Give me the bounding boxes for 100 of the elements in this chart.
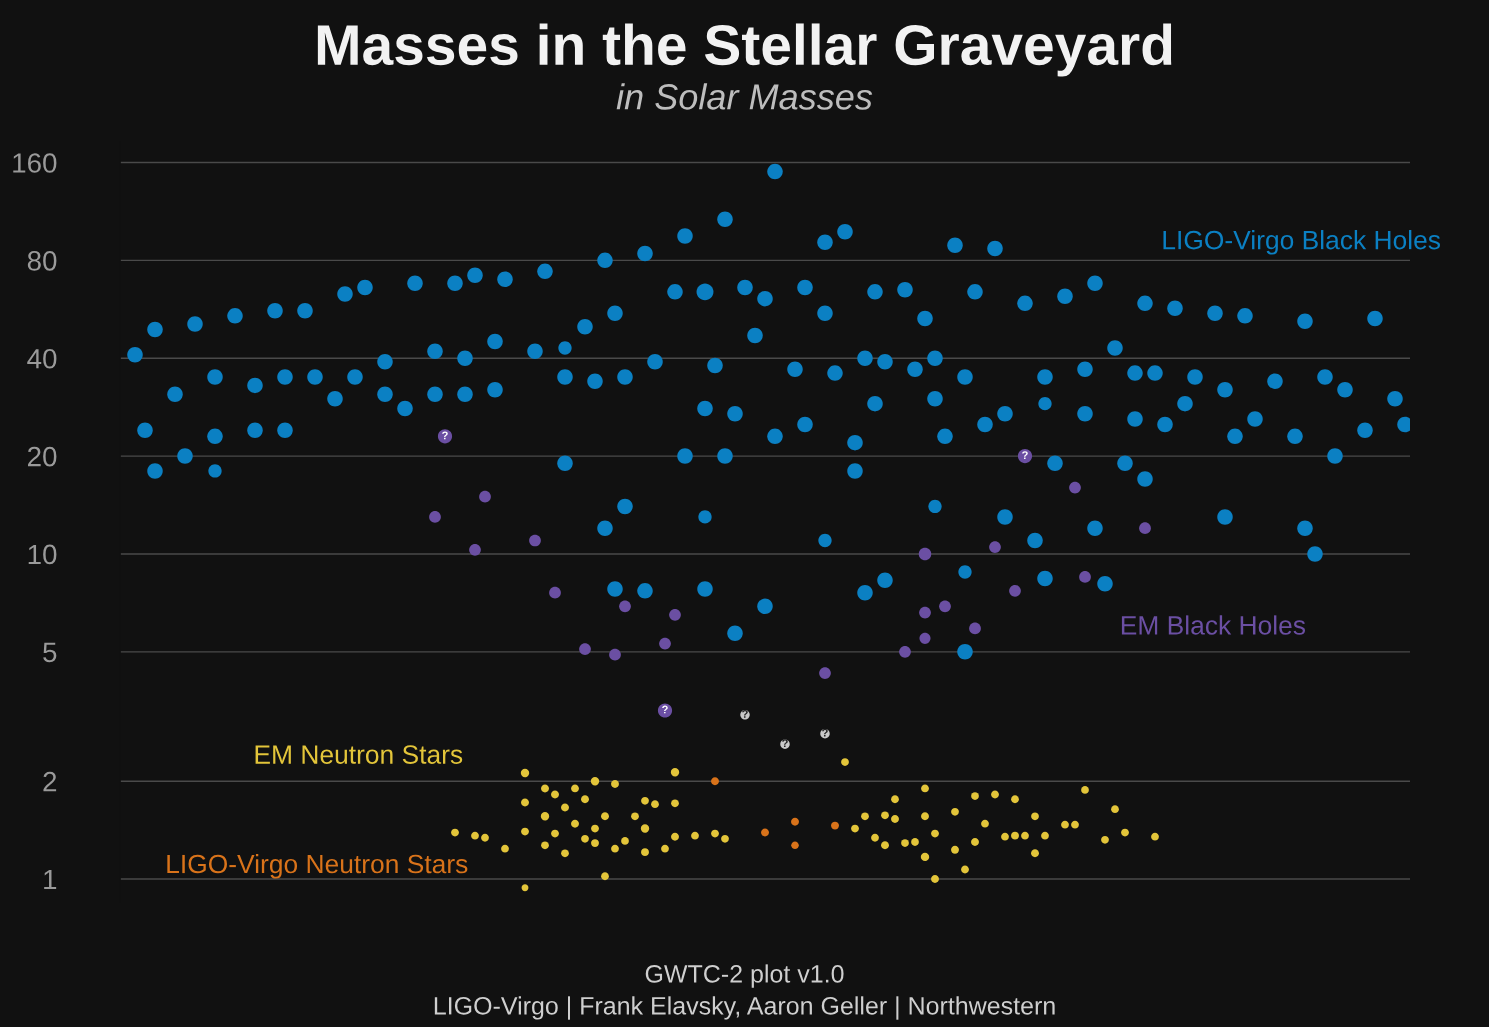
point: [997, 405, 1013, 422]
point: [621, 837, 629, 845]
point: [607, 305, 623, 322]
point: [611, 780, 619, 789]
point: [277, 422, 293, 439]
point: [920, 852, 930, 862]
point: [601, 872, 609, 881]
point: [247, 422, 263, 439]
point: [717, 448, 733, 464]
y-tick-label: 80: [27, 251, 57, 271]
point: [579, 643, 591, 655]
point: [871, 833, 879, 842]
point: [931, 829, 939, 838]
text: GWTC-2 plot v1.0: [645, 964, 844, 988]
text: LIGO-Virgo Neutron Stars: [167, 853, 468, 879]
point: [1041, 831, 1049, 840]
point: [1011, 831, 1019, 840]
point: [207, 369, 223, 385]
point: [1139, 522, 1151, 535]
point: [640, 824, 650, 833]
point: [691, 831, 699, 840]
point: [671, 832, 679, 841]
point: [919, 606, 931, 619]
point: [677, 228, 693, 244]
point: [1077, 361, 1093, 377]
point: [487, 381, 503, 398]
point: [1079, 571, 1091, 583]
point: [696, 283, 714, 301]
point: [557, 455, 573, 472]
point: [899, 645, 911, 658]
point: [541, 841, 549, 850]
point: [711, 777, 719, 786]
point: [1087, 275, 1103, 292]
point: [670, 768, 680, 777]
point: [481, 833, 489, 842]
point: [698, 510, 712, 524]
y-tick-label: 2: [43, 771, 57, 792]
data-label: ?: [822, 728, 828, 737]
point: [617, 369, 633, 385]
point: [651, 800, 659, 809]
y-tick-label: 20: [28, 446, 57, 467]
point: [1071, 820, 1079, 829]
point: [831, 821, 839, 830]
point: [857, 350, 873, 366]
point: [921, 784, 929, 793]
point: [727, 625, 743, 642]
point: [927, 391, 943, 407]
point: [581, 795, 589, 804]
point: [659, 637, 671, 650]
point: [697, 400, 713, 417]
chart-subtitle: in Solar Masses: [616, 83, 873, 110]
point: [611, 844, 619, 853]
point: [427, 343, 443, 360]
point: [641, 796, 649, 805]
point: [757, 290, 773, 307]
point: [540, 812, 550, 821]
point: [791, 841, 799, 850]
point: [881, 811, 889, 820]
point: [541, 784, 549, 793]
point: [581, 834, 589, 843]
data-label: ?: [1022, 451, 1028, 459]
series-label: LIGO-Virgo Black Holes: [1163, 230, 1441, 255]
point: [597, 252, 613, 269]
point: [147, 321, 163, 338]
point: [981, 819, 989, 828]
point: [971, 838, 979, 846]
point: [817, 305, 833, 322]
point: [619, 600, 631, 613]
point: [551, 790, 559, 799]
point: [911, 838, 919, 846]
point: [571, 819, 579, 828]
point: [479, 490, 491, 503]
point: [958, 565, 972, 579]
point: [867, 284, 883, 300]
y-tick-label: 1: [44, 870, 57, 890]
point: [791, 817, 799, 826]
point: [1009, 584, 1021, 597]
point: [1061, 820, 1069, 829]
point: [1038, 396, 1052, 411]
point: [901, 839, 909, 847]
point: [1081, 786, 1089, 794]
point: [1217, 509, 1233, 525]
point: [590, 777, 600, 786]
point: [637, 583, 653, 599]
point: [1021, 831, 1029, 840]
point: [1001, 832, 1009, 841]
point: [877, 572, 893, 589]
series-label: EM Black Holes: [1121, 615, 1306, 635]
point: [558, 341, 572, 355]
data-label: ?: [662, 705, 668, 714]
point: [591, 824, 599, 833]
point: [1101, 835, 1109, 844]
y-tick-label: 10: [28, 544, 57, 565]
point: [957, 369, 973, 385]
point: [1111, 805, 1119, 814]
point: [1137, 471, 1153, 487]
point: [931, 875, 939, 884]
point: [469, 543, 481, 556]
point: [571, 784, 579, 793]
point: [377, 354, 393, 370]
